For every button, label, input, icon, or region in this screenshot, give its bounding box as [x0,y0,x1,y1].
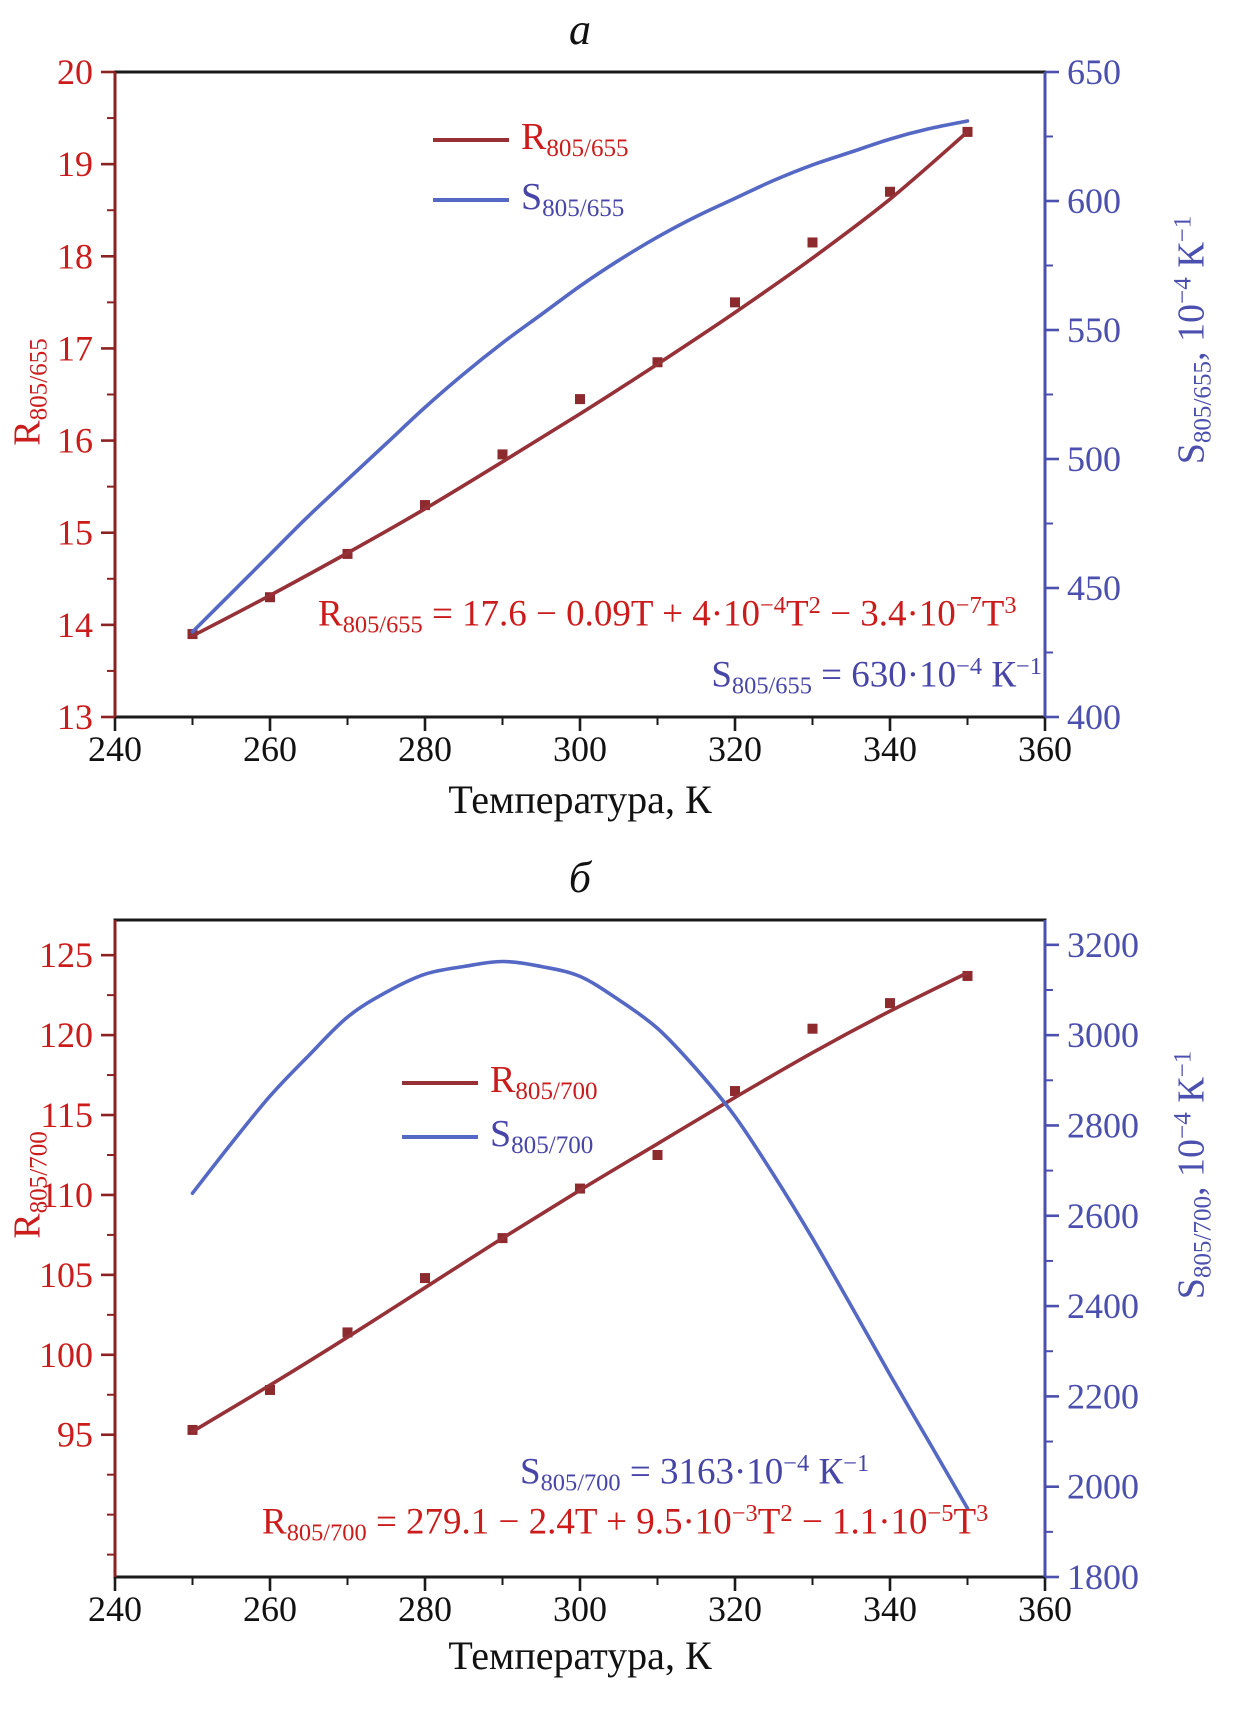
right-tick-label: 1800 [1067,1557,1139,1597]
legend: R805/655 S805/655 [433,110,629,230]
left-tick-label: 120 [39,1015,93,1055]
legend-row: R805/655 [433,110,629,170]
right-tick-label: 400 [1067,697,1121,737]
series-line [190,959,970,1511]
x-tick-label: 300 [553,729,607,769]
left-tick-label: 17 [57,328,93,368]
left-axis-title: R805/655 [6,338,53,446]
left-axis-title: R805/700 [6,1131,53,1239]
right-axis-title: S805/655, 10−4 К−1 [1169,215,1217,465]
chart-panel-1: 240 260 280 300 320 340 360 95 100 105 110 115 120 12… [39,918,1139,1629]
series-line [190,130,970,638]
x-tick-label: 300 [553,1589,607,1629]
right-axis-ticks: 400 450 500 550 600 650 [1045,52,1121,737]
legend-row: S805/655 [433,170,629,230]
x-tick-label: 260 [243,1589,297,1629]
x-tick-label: 280 [398,1589,452,1629]
legend: R805/700 S805/700 [402,1056,598,1164]
left-tick-label: 125 [39,935,93,975]
x-tick-label: 320 [708,1589,762,1629]
annotation-s-value: S805/700 = 3163·10−4 К−1 [520,1450,870,1497]
annotation-r-equation: R805/700 = 279.1 − 2.4T + 9.5·10−3T2 − 1… [262,1500,989,1547]
left-axis-ticks: 13 14 15 16 17 18 19 20 [57,52,115,737]
legend-line-swatch [402,1135,478,1139]
right-tick-label: 2000 [1067,1467,1139,1507]
legend-line-swatch [433,138,509,142]
left-tick-label: 18 [57,236,93,276]
left-tick-label: 100 [39,1335,93,1375]
left-tick-label: 13 [57,697,93,737]
legend-label: R805/700 [490,1059,598,1106]
x-tick-label: 320 [708,729,762,769]
right-tick-label: 3000 [1067,1015,1139,1055]
legend-row: S805/700 [402,1110,598,1164]
left-tick-label: 115 [40,1095,93,1135]
left-tick-label: 110 [40,1175,93,1215]
left-tick-label: 16 [57,421,93,461]
left-tick-label: 105 [39,1255,93,1295]
left-tick-label: 20 [57,52,93,92]
right-tick-label: 2400 [1067,1286,1139,1326]
x-axis-title-b: Температура, К [448,1633,712,1678]
x-tick-label: 340 [863,1589,917,1629]
x-tick-label: 340 [863,729,917,769]
legend-label: S805/700 [490,1113,594,1160]
series-line [190,119,970,634]
right-tick-label: 550 [1067,310,1121,350]
x-tick-label: 360 [1018,729,1072,769]
x-tick-label: 280 [398,729,452,769]
left-tick-label: 95 [57,1415,93,1455]
x-tick-label: 240 [88,1589,142,1629]
x-axis-ticks: 240 260 280 300 320 340 360 [88,1577,1072,1629]
legend-label: S805/655 [521,176,625,223]
legend-line-swatch [402,1081,478,1085]
panel-b-title: б [568,853,592,902]
right-tick-label: 2200 [1067,1376,1139,1416]
right-tick-label: 500 [1067,439,1121,479]
right-tick-label: 3200 [1067,925,1139,965]
legend-line-swatch [433,198,509,202]
left-tick-label: 14 [57,605,93,645]
left-axis-ticks: 95 100 105 110 115 120 125 [39,935,115,1556]
series-line [190,971,970,1434]
right-axis-ticks: 1800 2000 2200 2400 2600 2800 3000 3200 [1045,925,1139,1597]
annotation-s-value: S805/655 = 630·10−4 К−1 [711,653,1042,700]
x-axis-title-a: Температура, К [448,777,712,822]
chart-panel-0: 240 260 280 300 320 340 360 13 14 15 16 17 18 19 20 400… [57,52,1121,769]
legend-label: R805/655 [521,116,629,163]
right-tick-label: 600 [1067,181,1121,221]
right-tick-label: 2800 [1067,1105,1139,1145]
right-tick-label: 450 [1067,568,1121,608]
x-tick-label: 240 [88,729,142,769]
right-tick-label: 650 [1067,52,1121,92]
annotation-r-equation: R805/655 = 17.6 − 0.09T + 4·10−4T2 − 3.4… [318,592,1017,639]
right-axis-title: S805/700, 10−4 К−1 [1169,1050,1217,1300]
right-tick-label: 2600 [1067,1196,1139,1236]
left-tick-label: 15 [57,513,93,553]
x-tick-label: 360 [1018,1589,1072,1629]
legend-row: R805/700 [402,1056,598,1110]
x-axis-ticks: 240 260 280 300 320 340 360 [88,717,1072,769]
x-tick-label: 260 [243,729,297,769]
left-tick-label: 19 [57,144,93,184]
panel-a-title: а [569,5,591,54]
